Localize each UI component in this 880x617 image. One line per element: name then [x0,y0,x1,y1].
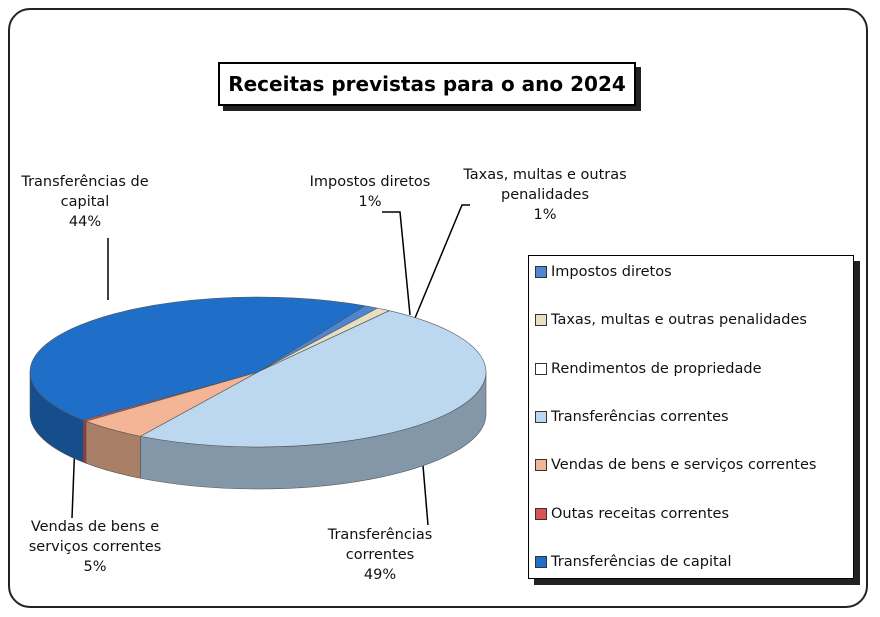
data-label-value: 1% [358,194,382,210]
legend-entry: Vendas de bens e serviços correntes [535,457,847,473]
legend-entry: Outas receitas correntes [535,506,847,522]
chart-frame [8,8,868,608]
data-label-value: 44% [68,214,102,230]
legend-swatch [535,362,547,375]
leader-line [414,204,470,319]
legend-label: Taxas, multas e outras penalidades [551,312,807,329]
data-label: Impostos diretos 1% [300,172,440,212]
legend-entry: Transferências correntes [535,409,847,425]
legend-label: Vendas de bens e serviços correntes [551,457,817,474]
slice-side [82,419,87,464]
data-label: Transferências correntes 49% [310,525,450,585]
leader-line [382,211,411,316]
legend-label: Outas receitas correntes [551,505,730,522]
data-label-category: Impostos diretos [309,174,431,190]
data-label-value: 49% [363,567,397,583]
legend-swatch [535,507,547,520]
legend-swatch [535,459,547,472]
legend-entry: Taxas, multas e outras penalidades [535,312,847,328]
legend-swatch [535,410,547,423]
chart-title: Receitas previstas para o ano 2024 [218,62,636,106]
data-label-category: Transferências correntes [327,527,433,563]
pie [29,296,487,490]
legend-label: Transferências de capital [551,553,732,570]
slice [29,296,366,421]
data-label: Transferências de capital 44% [10,172,160,232]
legend-entry: Rendimentos de propriedade [535,361,847,377]
legend-entry: Transferências de capital [535,554,847,570]
data-label-category: Taxas, multas e outras penalidades [463,167,627,203]
data-label-category: Vendas de bens e serviços correntes [28,519,162,555]
data-label-value: 5% [83,559,107,575]
legend-swatch [535,266,547,278]
data-label: Vendas de bens e serviços correntes 5% [20,517,170,577]
legend-swatch [535,314,547,327]
data-label-category: Transferências de capital [21,174,149,210]
legend-entry: Impostos diretos [535,264,847,280]
legend: Impostos diretos Taxas, multas e outras p… [528,255,854,579]
legend-swatch [535,555,547,568]
legend-label: Transferências correntes [551,408,729,425]
slice [139,310,487,448]
data-label: Taxas, multas e outras penalidades 1% [460,165,630,225]
legend-label: Impostos diretos [551,264,672,280]
data-label-value: 1% [533,207,557,223]
legend-label: Rendimentos de propriedade [551,360,762,377]
